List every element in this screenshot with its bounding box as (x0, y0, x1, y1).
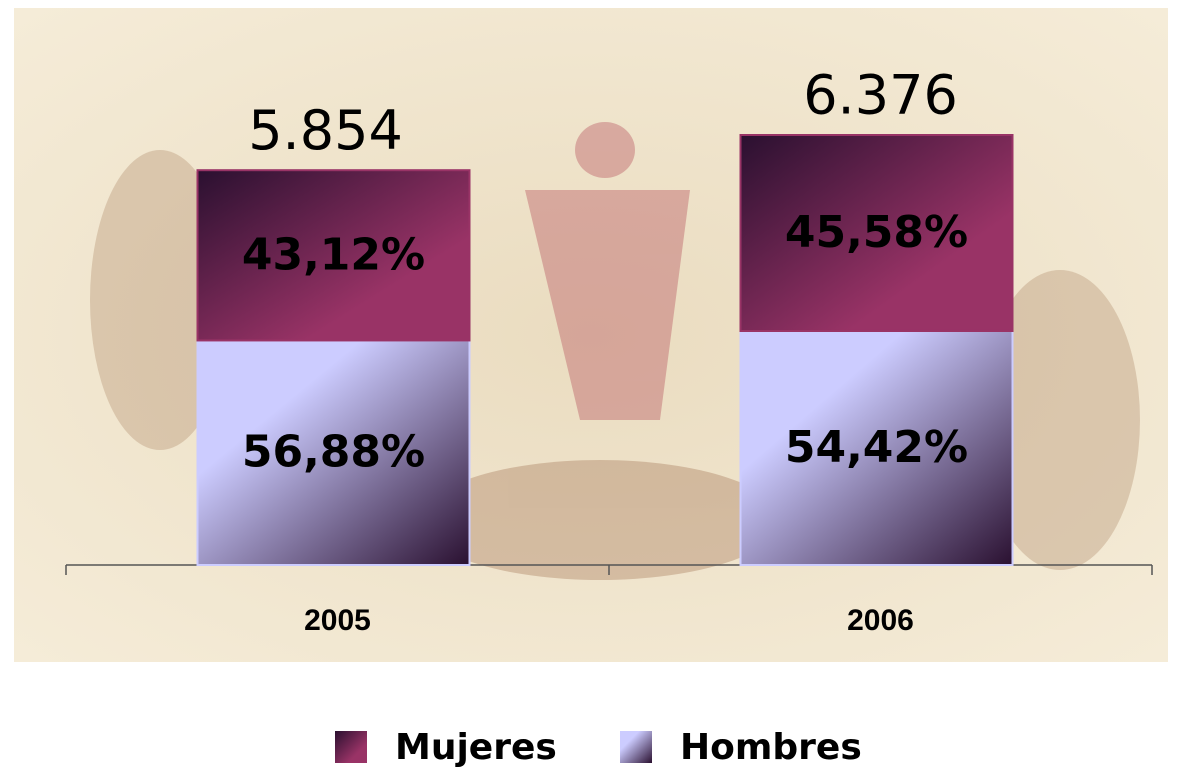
total-label: 5.854 (248, 99, 403, 162)
legend-swatch (335, 731, 367, 763)
bar-segment (196, 339, 471, 566)
total-label: 6.376 (803, 64, 958, 127)
bar-segment (196, 169, 471, 342)
value-label: 54,42% (785, 422, 968, 473)
legend-swatch (620, 731, 652, 763)
value-label: 56,88% (242, 427, 425, 478)
value-label: 43,12% (242, 229, 425, 280)
x-tick-label: 2006 (847, 604, 914, 637)
legend-label: Mujeres (395, 727, 557, 767)
x-tick-label: 2005 (304, 604, 371, 637)
bar-segment (739, 329, 1014, 566)
value-label: 45,58% (785, 207, 968, 258)
bar-segment (739, 134, 1014, 332)
legend-label: Hombres (680, 727, 862, 767)
background-figures (90, 122, 1140, 580)
